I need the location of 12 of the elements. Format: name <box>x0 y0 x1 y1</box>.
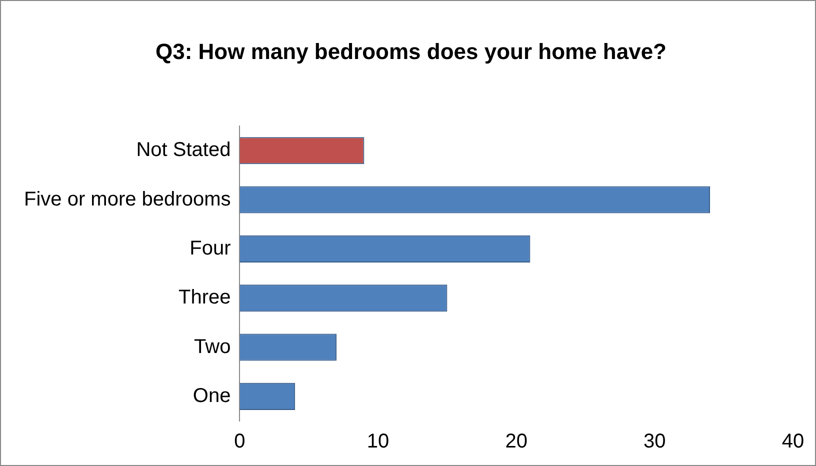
x-tick-label: 30 <box>644 430 666 453</box>
x-tick-label: 0 <box>234 430 246 453</box>
chart-title: Q3: How many bedrooms does your home have? <box>154 38 668 66</box>
y-tick-label: Four <box>190 237 232 260</box>
x-tick-label: 40 <box>782 430 804 453</box>
y-tick-label: Five or more bedrooms <box>24 188 231 210</box>
y-tick-label: Two <box>194 336 231 358</box>
y-tick-label: Three <box>178 286 231 309</box>
y-tick-label: One <box>192 384 231 407</box>
x-tick-label: 20 <box>505 430 528 453</box>
x-tick-label: 10 <box>366 430 390 453</box>
y-tick-label: Not Stated <box>136 139 231 162</box>
